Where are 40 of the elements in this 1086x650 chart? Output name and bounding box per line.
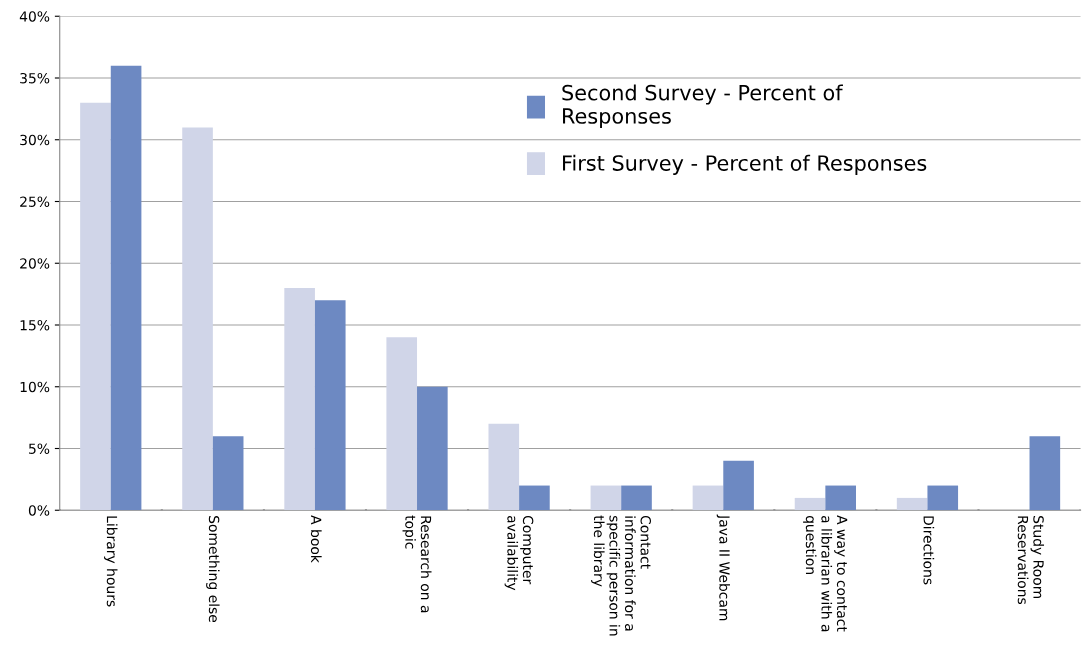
legend-label: First Survey - Percent of Responses	[563, 154, 927, 175]
bar	[284, 287, 315, 511]
bar	[386, 337, 418, 511]
x-tick-label: Library hours	[104, 516, 118, 607]
y-tick-label: 15%	[20, 319, 50, 331]
x-tick-label: Research on a topic	[402, 515, 432, 613]
bar	[621, 485, 652, 511]
bar	[519, 485, 550, 511]
bar	[80, 102, 111, 511]
x-tick-label: Computer availability	[504, 515, 534, 591]
y-tick-label: 40%	[19, 11, 50, 22]
x-tick-label: A way to contact a librarian with a question	[803, 515, 848, 632]
bar	[182, 127, 213, 511]
y-tick-label: 30%	[20, 134, 50, 146]
bar	[314, 300, 346, 511]
bar	[723, 460, 754, 511]
x-tick-label: Contact information for a specific person in the library	[591, 515, 651, 636]
x-tick-label: Java II Webcam	[716, 514, 730, 621]
y-tick-label: 35%	[20, 72, 50, 84]
bar	[590, 485, 622, 511]
bar	[488, 423, 520, 511]
y-tick-label: 0%	[28, 505, 50, 516]
bar	[417, 386, 448, 511]
y-tick-label: 5%	[29, 443, 50, 454]
bar	[692, 485, 724, 511]
y-tick-label: 20%	[20, 258, 50, 269]
x-tick-label: A book	[310, 515, 322, 563]
x-tick-label: Something else	[206, 516, 220, 623]
legend-label: Second Survey - Percent of Responses	[562, 84, 843, 128]
bar	[927, 485, 959, 511]
bar	[110, 65, 142, 511]
bar	[896, 497, 928, 511]
y-tick-label: 10%	[20, 381, 50, 393]
bar	[1029, 436, 1061, 511]
bar	[794, 497, 826, 511]
y-tick-label: 25%	[20, 196, 50, 207]
x-tick-label: Study Room Reservations	[1017, 516, 1045, 605]
bar	[825, 485, 856, 511]
x-tick-label: Directions	[923, 516, 935, 585]
bar	[212, 436, 244, 511]
